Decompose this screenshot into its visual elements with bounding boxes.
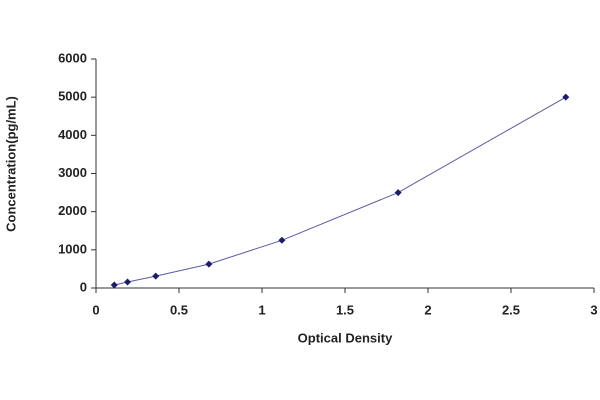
x-tick-label: 3 (590, 302, 597, 317)
data-point (205, 260, 213, 268)
data-point (110, 281, 118, 289)
y-tick-label: 0 (80, 279, 87, 294)
y-tick-label: 1000 (58, 241, 87, 256)
x-tick-label: 2.5 (502, 302, 520, 317)
y-axis-title: Concentration(pg/mL) (3, 96, 18, 232)
y-tick-label: 4000 (58, 127, 87, 142)
data-point (278, 236, 286, 244)
y-tick-label: 5000 (58, 89, 87, 104)
x-tick-label: 1 (258, 302, 265, 317)
curve (114, 96, 567, 286)
data-point (562, 93, 570, 101)
data-point (152, 272, 160, 280)
x-tick-label: 2 (424, 302, 431, 317)
x-tick-label: 0.5 (170, 302, 188, 317)
data-point (124, 278, 132, 286)
y-tick-label: 3000 (58, 165, 87, 180)
x-tick-label: 1.5 (336, 302, 354, 317)
y-tick-label: 6000 (58, 50, 87, 65)
data-point (394, 189, 402, 197)
x-axis-title: Optical Density (298, 330, 393, 345)
x-tick-label: 0 (92, 302, 99, 317)
y-tick-label: 2000 (58, 203, 87, 218)
